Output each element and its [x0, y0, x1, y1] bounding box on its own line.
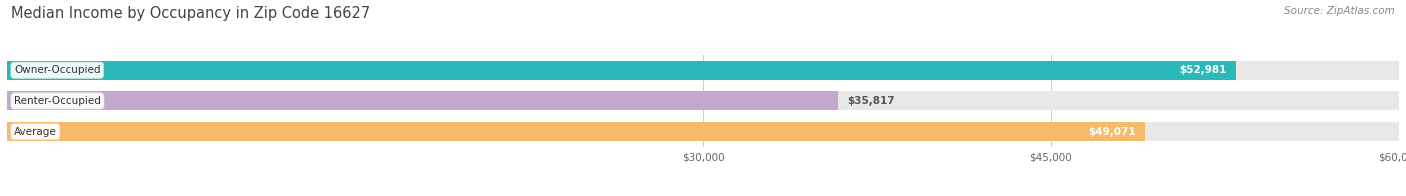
Text: Renter-Occupied: Renter-Occupied	[14, 96, 101, 106]
Bar	[7, 91, 1399, 111]
Text: Owner-Occupied: Owner-Occupied	[14, 65, 100, 75]
Bar	[7, 122, 1146, 141]
Bar	[7, 122, 1399, 141]
Bar	[7, 91, 838, 111]
Text: Source: ZipAtlas.com: Source: ZipAtlas.com	[1284, 6, 1395, 16]
Text: Median Income by Occupancy in Zip Code 16627: Median Income by Occupancy in Zip Code 1…	[11, 6, 371, 21]
Bar	[7, 61, 1236, 80]
Text: $35,817: $35,817	[848, 96, 894, 106]
Text: $49,071: $49,071	[1088, 127, 1136, 137]
Text: Average: Average	[14, 127, 56, 137]
Text: $52,981: $52,981	[1180, 65, 1227, 75]
Bar	[7, 61, 1399, 80]
